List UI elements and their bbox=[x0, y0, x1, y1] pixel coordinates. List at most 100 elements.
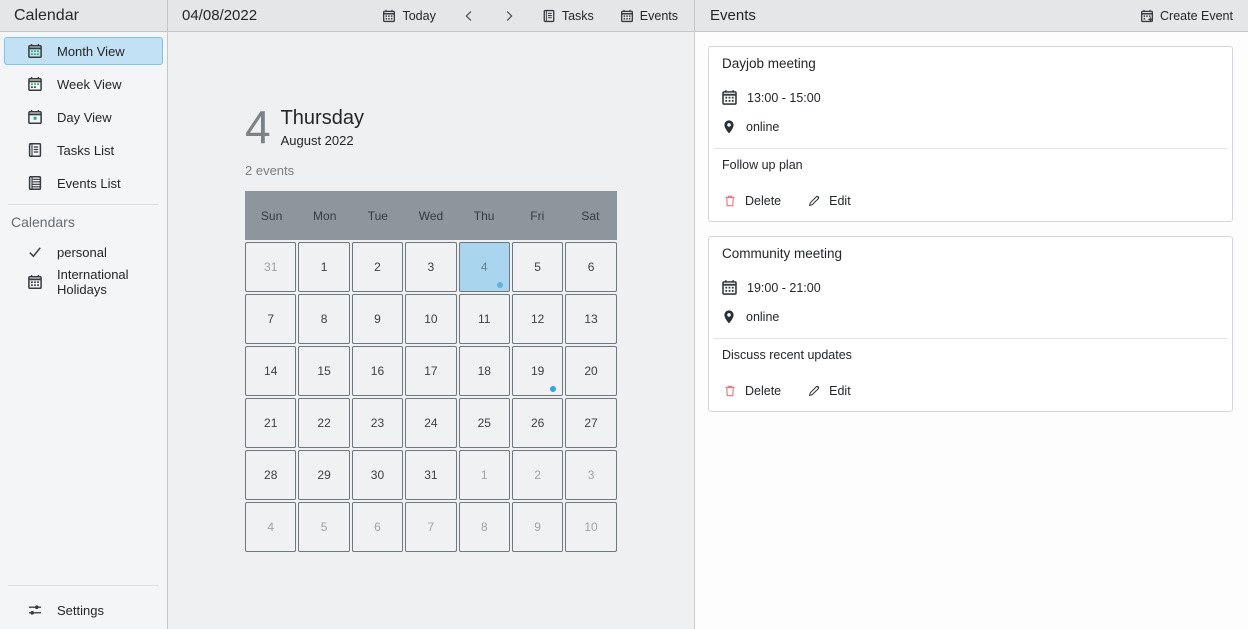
day-cell[interactable]: 10 bbox=[565, 502, 617, 552]
event-time-row: 19:00 - 21:00 bbox=[719, 279, 1222, 296]
day-cell-label: 10 bbox=[584, 520, 598, 534]
day-cell[interactable]: 16 bbox=[351, 346, 404, 396]
day-cell[interactable]: 1 bbox=[458, 450, 510, 500]
day-cell-label: 6 bbox=[587, 260, 595, 274]
next-button[interactable] bbox=[499, 7, 519, 25]
weekday-label: Sun bbox=[260, 208, 283, 223]
day-cell[interactable]: 5 bbox=[298, 502, 350, 552]
day-cell-label: 28 bbox=[264, 468, 278, 482]
edit-button[interactable]: Edit bbox=[807, 194, 851, 208]
previous-button[interactable] bbox=[459, 7, 479, 25]
day-cell[interactable]: 3 bbox=[565, 450, 617, 500]
day-cell[interactable]: 11 bbox=[458, 294, 510, 344]
day-cell[interactable]: 19 bbox=[511, 346, 564, 396]
edit-button[interactable]: Edit bbox=[807, 384, 851, 398]
day-cell[interactable]: 31 bbox=[245, 242, 297, 292]
event-actions: Delete Edit bbox=[719, 384, 1222, 398]
day-cell-label: 23 bbox=[370, 416, 385, 430]
calendar-list-item[interactable]: International Holidays bbox=[4, 267, 163, 297]
tasks-button[interactable]: Tasks bbox=[539, 7, 597, 25]
view-nav: Month View Week View Day View Tasks List bbox=[0, 37, 167, 202]
day-cell[interactable]: 26 bbox=[511, 398, 564, 448]
day-cell[interactable]: 8 bbox=[458, 502, 510, 552]
day-cell[interactable]: 15 bbox=[298, 346, 350, 396]
sidebar-view-item[interactable]: Month View bbox=[4, 37, 163, 65]
day-cell[interactable]: 23 bbox=[351, 398, 404, 448]
view-icon bbox=[27, 43, 43, 59]
month-grid: Sun Mon Tue Wed Thu Fri Sat bbox=[245, 191, 617, 552]
day-cell-label: 26 bbox=[530, 416, 545, 430]
day-cell[interactable]: 22 bbox=[298, 398, 350, 448]
create-event-button[interactable]: Create Event bbox=[1137, 7, 1236, 25]
sidebar-item-label: Events List bbox=[57, 175, 121, 191]
calendar-plus-icon bbox=[1140, 9, 1154, 23]
sidebar-view-item[interactable]: Events List bbox=[4, 169, 163, 197]
day-cell[interactable]: 2 bbox=[511, 450, 564, 500]
day-cell[interactable]: 27 bbox=[565, 398, 617, 448]
day-cell[interactable]: 24 bbox=[405, 398, 457, 448]
day-cell[interactable]: 2 bbox=[351, 242, 404, 292]
weekday-label: Fri bbox=[530, 208, 545, 223]
day-cell[interactable]: 29 bbox=[298, 450, 350, 500]
day-cell-label: 25 bbox=[477, 416, 491, 430]
sidebar-bottom: Settings bbox=[0, 583, 167, 629]
day-cells: 31 1 2 bbox=[245, 242, 617, 552]
day-cell-label: 8 bbox=[480, 520, 488, 534]
calendar-icon bbox=[382, 9, 396, 23]
events-button[interactable]: Events bbox=[617, 7, 681, 25]
settings-button[interactable]: Settings bbox=[4, 595, 163, 625]
day-cell[interactable]: 6 bbox=[351, 502, 404, 552]
day-cell[interactable]: 4 bbox=[245, 502, 297, 552]
events-panel: Dayjob meeting 13:00 - 15:00 online Foll… bbox=[695, 32, 1248, 629]
day-cell[interactable]: 4 bbox=[458, 242, 510, 292]
day-cell-label: 2 bbox=[534, 468, 541, 482]
event-card: Dayjob meeting 13:00 - 15:00 online Foll… bbox=[708, 46, 1233, 222]
day-cell-label: 1 bbox=[480, 468, 488, 482]
day-cell[interactable]: 10 bbox=[405, 294, 457, 344]
view-icon bbox=[27, 76, 43, 92]
calendar-icon bbox=[721, 279, 738, 296]
today-button[interactable]: Today bbox=[379, 7, 438, 25]
day-cell[interactable]: 20 bbox=[565, 346, 617, 396]
sidebar-view-item[interactable]: Tasks List bbox=[4, 136, 163, 164]
day-cell-label: 19 bbox=[530, 364, 545, 378]
day-cell[interactable]: 9 bbox=[351, 294, 404, 344]
day-cell[interactable]: 30 bbox=[351, 450, 404, 500]
calendar-icon bbox=[620, 9, 634, 23]
day-cell[interactable]: 6 bbox=[565, 242, 617, 292]
sidebar-view-item[interactable]: Day View bbox=[4, 103, 163, 131]
event-time-row: 13:00 - 15:00 bbox=[719, 89, 1222, 106]
sidebar: Month View Week View Day View Tasks List bbox=[0, 32, 168, 629]
weekday-header: Sun Mon Tue Wed Thu Fri Sat bbox=[245, 191, 617, 240]
event-card: Community meeting 19:00 - 21:00 online D… bbox=[708, 236, 1233, 412]
sidebar-divider bbox=[8, 204, 159, 205]
calendar-list-item[interactable]: personal bbox=[4, 239, 163, 265]
day-cell[interactable]: 13 bbox=[565, 294, 617, 344]
day-cell-label: 21 bbox=[264, 416, 278, 430]
day-cell[interactable]: 1 bbox=[298, 242, 350, 292]
day-cell-label: 8 bbox=[320, 312, 328, 326]
day-cell[interactable]: 14 bbox=[245, 346, 297, 396]
day-cell[interactable]: 7 bbox=[405, 502, 457, 552]
app-title: Calendar bbox=[14, 6, 79, 24]
day-cell[interactable]: 7 bbox=[245, 294, 297, 344]
day-cell-label: 13 bbox=[584, 312, 598, 326]
day-cell[interactable]: 31 bbox=[405, 450, 457, 500]
day-cell[interactable]: 3 bbox=[405, 242, 457, 292]
day-cell[interactable]: 18 bbox=[458, 346, 510, 396]
day-cell[interactable]: 12 bbox=[511, 294, 564, 344]
weekday-label: Sat bbox=[581, 208, 600, 223]
day-cell[interactable]: 17 bbox=[405, 346, 457, 396]
delete-button[interactable]: Delete bbox=[723, 384, 781, 398]
day-cell[interactable]: 5 bbox=[511, 242, 564, 292]
day-cell-label: 7 bbox=[267, 312, 275, 326]
event-actions: Delete Edit bbox=[719, 194, 1222, 208]
day-cell[interactable]: 25 bbox=[458, 398, 510, 448]
day-cell[interactable]: 28 bbox=[245, 450, 297, 500]
sidebar-view-item[interactable]: Week View bbox=[4, 70, 163, 98]
day-cell[interactable]: 9 bbox=[511, 502, 564, 552]
day-cell[interactable]: 8 bbox=[298, 294, 350, 344]
day-cell[interactable]: 21 bbox=[245, 398, 297, 448]
delete-button[interactable]: Delete bbox=[723, 194, 781, 208]
